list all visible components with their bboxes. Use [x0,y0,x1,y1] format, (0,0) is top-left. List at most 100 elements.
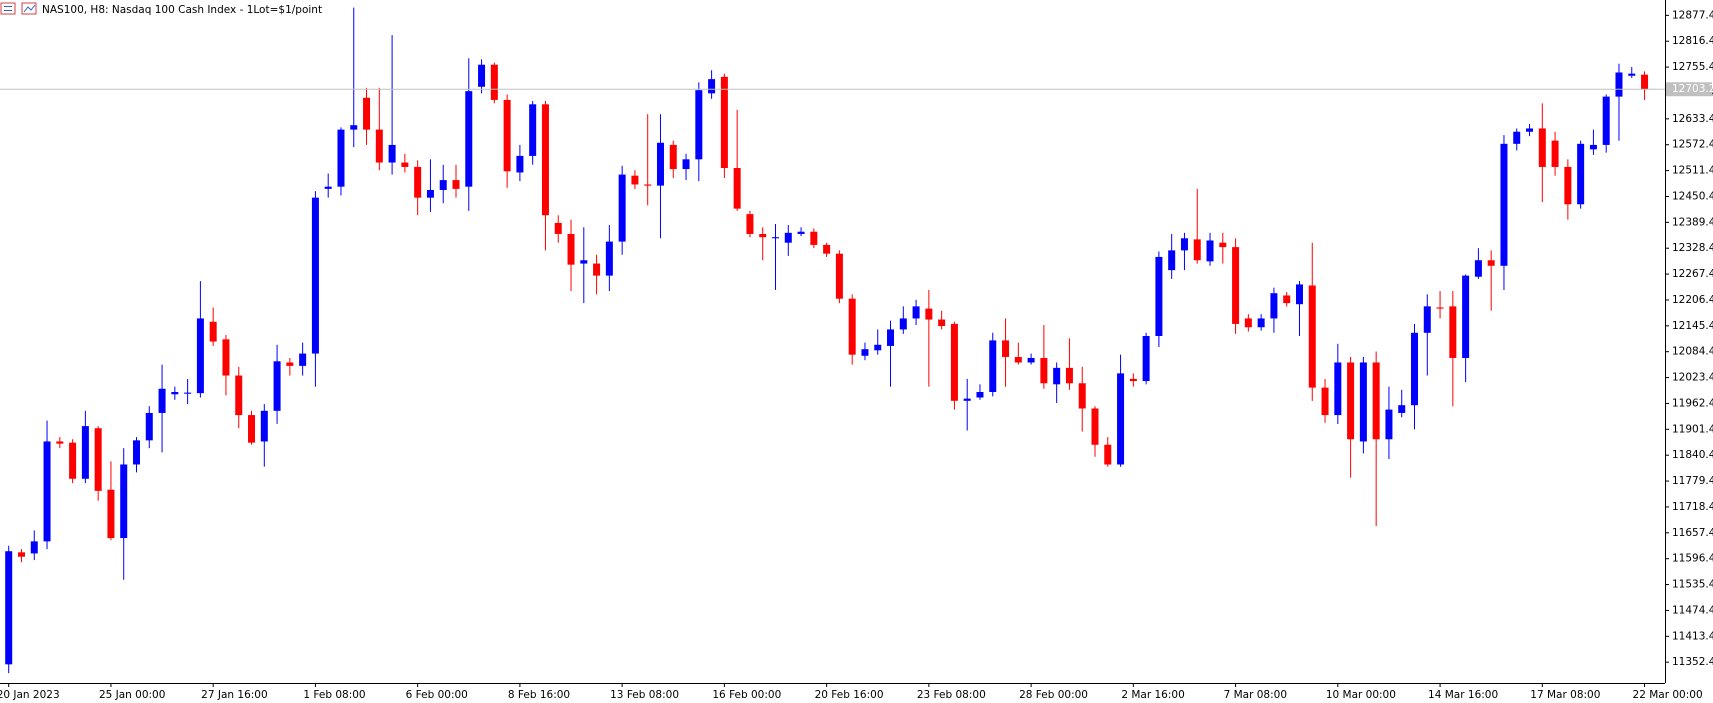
candle-body [1053,367,1061,385]
candle-body [1219,242,1227,248]
y-tick-label: 11901.4 [1672,423,1713,435]
y-tick-label: 12450.4 [1672,190,1713,202]
candle-body [43,441,51,542]
candle-body [1385,409,1393,440]
candle-body [1628,73,1636,76]
candle-body [414,166,422,198]
price-label: 12703.2 [1672,83,1713,95]
candle-body [452,180,460,189]
candle-body [950,323,958,401]
candle-body [1347,362,1355,440]
candle-body [375,129,383,163]
candle-body [810,231,818,245]
candle-body [388,144,396,163]
candle-body [1436,307,1444,309]
candle-body [618,174,626,242]
candle-body [797,231,805,234]
candle-body [69,442,77,479]
candle-body [1372,362,1380,440]
candle-body [1129,378,1137,382]
candle-body [848,298,856,355]
x-tick-label: 1 Feb 08:00 [303,689,365,701]
candle-body [273,361,281,411]
candle-body [554,222,562,234]
x-tick-label: 22 Mar 00:00 [1633,689,1703,701]
candle-body [171,391,179,395]
x-tick-label: 27 Jan 16:00 [201,689,267,701]
y-tick-label: 11840.4 [1672,449,1713,461]
y-tick-label: 11596.4 [1672,553,1713,565]
candle-body [605,241,613,276]
candle-body [656,142,664,186]
candle-body [1526,128,1534,132]
candle-body [1359,362,1367,442]
candle-body [1564,166,1572,205]
candle-body [631,175,639,185]
candle-body [1334,362,1342,416]
candle-body [682,159,690,170]
y-tick-label: 12389.4 [1672,216,1713,228]
candle-body [720,76,728,169]
y-tick-label: 11413.4 [1672,630,1713,642]
candle-body [899,318,907,330]
y-tick-label: 12877.4 [1672,9,1713,21]
candle-body [708,79,716,94]
candle-body [107,489,115,539]
candle-body [1602,96,1610,145]
candle-body [286,362,294,366]
y-tick-label: 11962.4 [1672,397,1713,409]
y-tick-label: 12267.4 [1672,268,1713,280]
y-tick-label: 12145.4 [1672,320,1713,332]
candle-body [299,353,307,366]
candle-body [567,233,575,265]
candle-body [5,551,13,665]
candle-body [363,97,371,130]
candle-body [1155,256,1163,337]
candle-body [989,340,997,392]
x-tick-label: 25 Jan 00:00 [99,689,165,701]
candle-body [1168,250,1176,271]
x-tick-label: 6 Feb 00:00 [406,689,468,701]
candle-body [580,260,588,264]
y-tick-label: 11535.4 [1672,579,1713,591]
candle-body [260,410,268,442]
y-tick-label: 11474.4 [1672,604,1713,616]
candle-body [529,104,537,156]
candle-body [56,441,64,444]
candle-body [823,244,831,254]
candle-body [120,464,128,539]
candle-body [1551,140,1559,167]
candle-body [874,344,882,351]
candle-body [925,308,933,320]
x-tick-label: 8 Feb 16:00 [508,689,570,701]
y-tick-label: 11718.4 [1672,501,1713,513]
candle-body [1577,143,1585,205]
candle-body [490,64,498,100]
candle-body [1206,240,1214,262]
y-tick-label: 11779.4 [1672,475,1713,487]
candle-body [248,415,256,443]
y-tick-label: 12084.4 [1672,346,1713,358]
y-tick-label: 12328.4 [1672,242,1713,254]
candle-body [759,233,767,238]
y-tick-label: 12206.4 [1672,294,1713,306]
candle-body [1589,144,1597,150]
candle-body [1423,306,1431,333]
x-tick-label: 20 Jan 2023 [0,689,60,701]
candle-body [311,197,319,354]
y-tick-label: 12633.4 [1672,113,1713,125]
candle-body [644,184,652,186]
candle-body [1232,247,1240,324]
candle-body [1104,444,1112,465]
candle-body [81,426,89,479]
candle-body [1615,72,1623,97]
candle-body [861,349,869,356]
candle-body [669,144,677,170]
candle-body [94,428,102,491]
candle-body [158,388,166,413]
candle-body [426,189,434,198]
x-tick-label: 14 Mar 16:00 [1428,689,1498,701]
candle-body [1257,318,1265,328]
candle-body [1244,318,1252,328]
